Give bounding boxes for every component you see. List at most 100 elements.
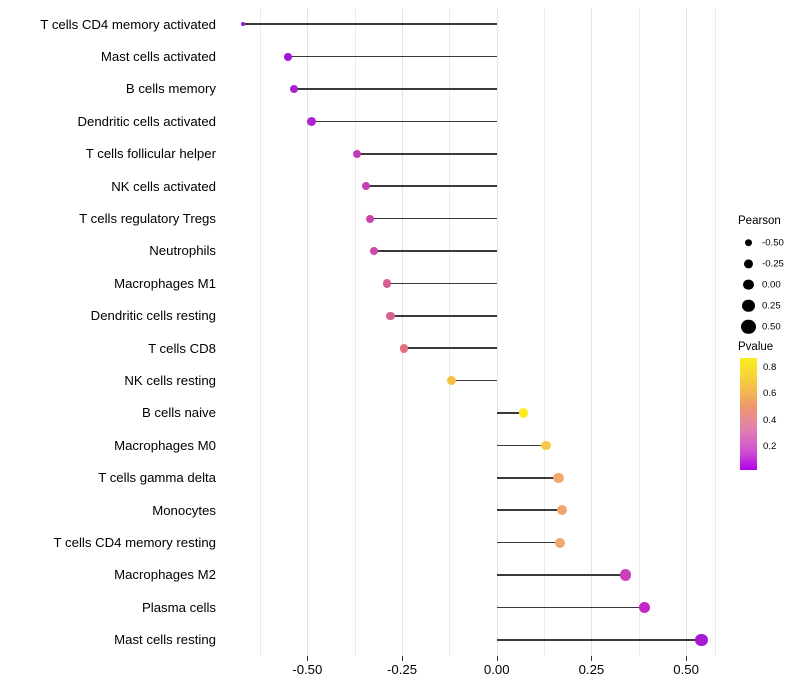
colorbar-tick-label: 0.8 [763, 362, 777, 374]
size-legend-entry: -0.25 [738, 253, 800, 274]
x-axis-tick-label: -0.50 [292, 662, 323, 677]
x-axis-tick-label: 0.50 [673, 662, 699, 677]
size-legend-dot-icon [738, 238, 759, 247]
lollipop-stem [386, 282, 497, 285]
lollipop-point[interactable] [284, 52, 293, 61]
lollipop-point[interactable] [619, 569, 632, 581]
lollipop-point[interactable] [382, 279, 392, 288]
lollipop-stem [496, 477, 559, 479]
lollipop-stem [496, 541, 561, 544]
lollipop-point[interactable] [241, 22, 245, 26]
y-axis-tick-label: Dendritic cells resting [90, 308, 216, 324]
y-axis-tick-label: T cells CD4 memory resting [53, 535, 216, 550]
y-axis-tick-label: T cells CD8 [148, 340, 216, 356]
colorbar-tick-label: 0.2 [763, 440, 777, 452]
colorbar-tick-label: 0.4 [763, 414, 777, 426]
lollipop-point[interactable] [399, 343, 409, 353]
lollipop-stem [288, 55, 497, 58]
lollipop-point[interactable] [638, 601, 651, 614]
size-legend-dot-icon [738, 258, 759, 269]
grid-line-major [496, 8, 498, 656]
y-axis-tick-label: Mast cells activated [100, 49, 216, 64]
lollipop-stem [496, 509, 562, 511]
x-axis-tick-label: 0.00 [483, 662, 510, 677]
grid-line-minor [638, 8, 640, 656]
colorbar-tick [757, 368, 761, 370]
size-legend-label: -0.50 [762, 237, 784, 248]
color-legend: Pvalue 0.8 0.6 0.4 0.2 [738, 340, 800, 476]
size-legend-entry: 0.25 [738, 295, 800, 316]
lollipop-stem [373, 250, 497, 252]
lollipop-point[interactable] [556, 505, 568, 516]
lollipop-point[interactable] [553, 472, 564, 483]
y-axis-tick-label: T cells follicular helper [85, 146, 216, 162]
lollipop-point[interactable] [352, 149, 361, 158]
colorbar-tick [757, 446, 761, 448]
y-axis-tick-label: Plasma cells [141, 599, 216, 615]
y-axis-tick-label: Macrophages M2 [114, 567, 216, 583]
y-axis-tick-label: T cells CD4 memory activated [40, 16, 216, 32]
lollipop-point[interactable] [555, 537, 566, 548]
x-axis-tick-label: -0.25 [386, 662, 418, 677]
grid-line-minor [544, 8, 546, 656]
size-legend-entry: 0.50 [738, 316, 800, 337]
colorbar-gradient [740, 358, 757, 470]
plot-panel [224, 8, 724, 656]
size-legend-dot-icon [738, 299, 759, 312]
y-axis-tick-label: Macrophages M0 [114, 437, 216, 453]
y-axis-tick-label: T cells gamma delta [98, 470, 216, 486]
lollipop-stem [451, 379, 497, 382]
lollipop-point[interactable] [446, 376, 456, 386]
y-axis-tick-label: Mast cells resting [114, 632, 216, 648]
lollipop-point[interactable] [365, 214, 374, 223]
lollipop-point[interactable] [290, 85, 299, 93]
lollipop-stem [496, 606, 645, 609]
lollipop-stem [294, 88, 497, 90]
size-legend-dot-icon [738, 319, 759, 334]
x-axis-tick [402, 656, 404, 661]
lollipop-stem [496, 639, 702, 641]
lollipop-point[interactable] [694, 633, 708, 647]
x-axis-tick [686, 656, 688, 661]
grid-line-minor [714, 8, 716, 656]
grid-line-minor [449, 8, 451, 656]
lollipop-stem [390, 315, 497, 317]
grid-line-minor [259, 8, 261, 656]
lollipop-point[interactable] [369, 246, 378, 256]
grid-line-major [402, 8, 404, 656]
y-axis-tick-label: NK cells activated [111, 178, 216, 194]
size-legend-items: -0.50 -0.25 0.00 0.25 0.50 [738, 232, 800, 337]
lollipop-stem [496, 574, 626, 576]
x-axis-tick [591, 656, 593, 661]
size-legend-entry: 0.00 [738, 274, 800, 295]
size-legend-label: -0.25 [762, 258, 784, 269]
lollipop-point[interactable] [386, 311, 395, 321]
y-axis-labels: T cells CD4 memory activated Mast cells a… [0, 8, 216, 656]
x-axis-tick [307, 656, 309, 661]
y-axis-tick-label: NK cells resting [124, 373, 216, 388]
colorbar-tick [757, 394, 761, 396]
lollipop-stem [369, 217, 497, 220]
lollipop-stem [242, 23, 497, 25]
x-axis-tick-label: 0.25 [578, 662, 605, 677]
size-legend-label: 0.25 [762, 300, 781, 311]
y-axis-tick-label: Monocytes [152, 502, 216, 518]
size-legend-label: 0.50 [762, 321, 781, 332]
lollipop-point[interactable] [518, 408, 528, 418]
size-legend: Pearson -0.50 -0.25 0.00 0.25 0.50 [738, 214, 800, 337]
lollipop-point[interactable] [306, 116, 316, 126]
y-axis-tick-label: B cells memory [125, 81, 216, 97]
x-axis-tick [496, 656, 498, 661]
y-axis-tick-label: Neutrophils [149, 243, 216, 259]
color-legend-title: Pvalue [738, 341, 774, 353]
y-axis-tick-label: B cells naive [141, 405, 216, 421]
lollipop-stem [366, 185, 497, 187]
y-axis-tick-label: Macrophages M1 [114, 275, 216, 291]
size-legend-title: Pearson [738, 215, 781, 227]
lollipop-point[interactable] [541, 440, 551, 451]
y-axis-tick-label: T cells regulatory Tregs [79, 211, 216, 226]
lollipop-point[interactable] [361, 182, 371, 191]
lollipop-stem [496, 412, 524, 414]
grid-line-major [591, 8, 593, 656]
